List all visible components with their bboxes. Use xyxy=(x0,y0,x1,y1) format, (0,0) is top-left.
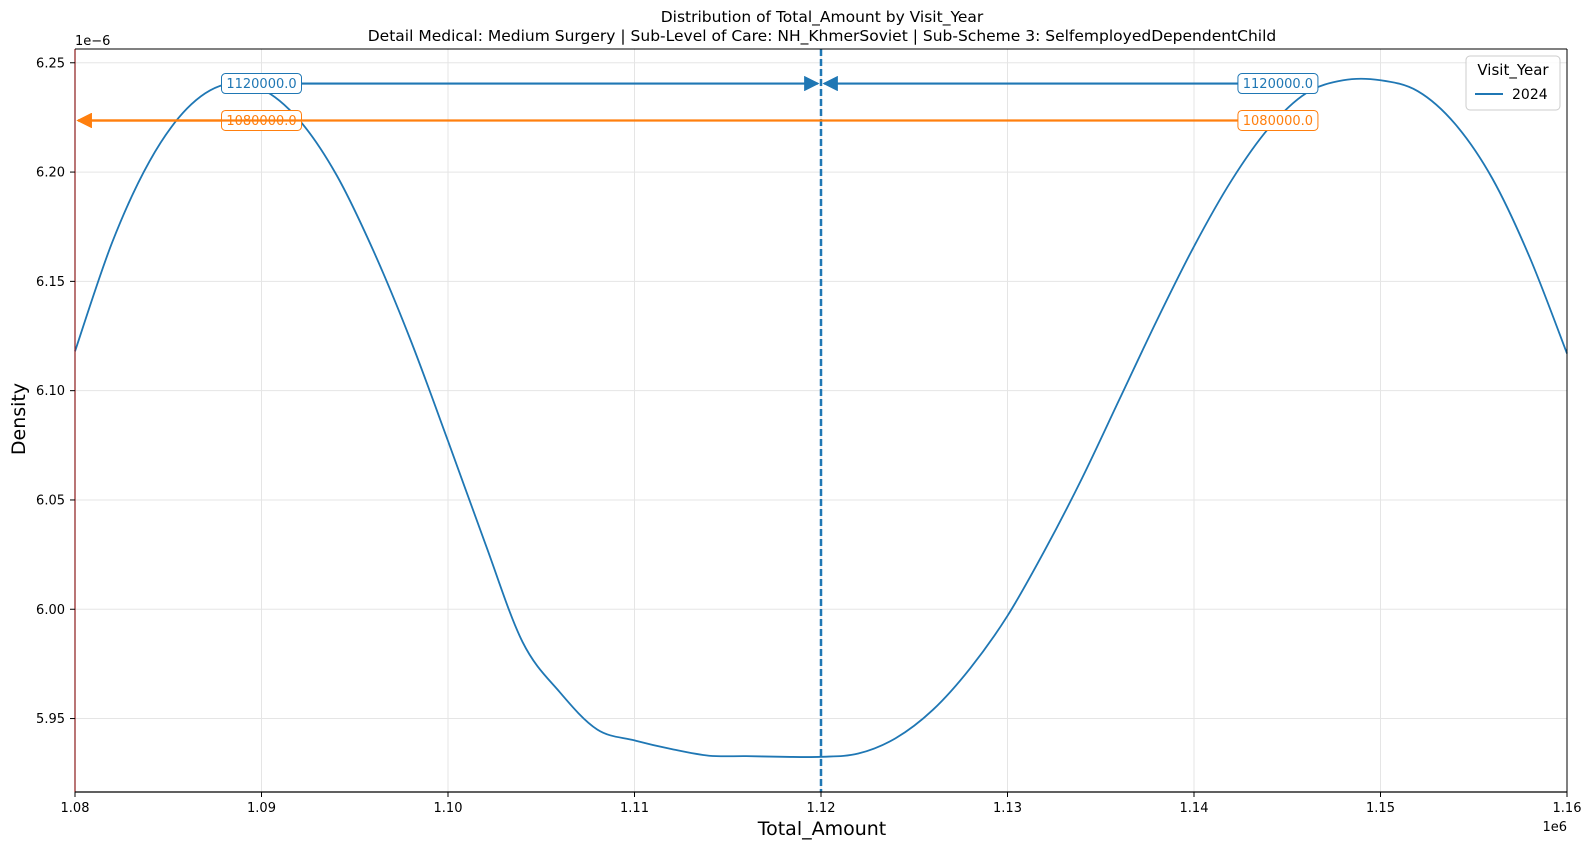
x-tick-label: 1.15 xyxy=(1366,801,1395,816)
x-tick-label: 1.10 xyxy=(434,801,463,816)
y-tick-label: 6.00 xyxy=(36,603,65,618)
x-axis-label: Total_Amount xyxy=(757,818,887,840)
chart-title: Distribution of Total_Amount by Visit_Ye… xyxy=(661,8,984,27)
legend-box xyxy=(1465,55,1561,111)
y-tick-label: 6.05 xyxy=(36,493,65,508)
y-tick-label: 6.10 xyxy=(36,384,65,399)
tick-labels: 1.08 1.09 1.10 1.11 1.12 1.13 1.14 1.15 1.16 5.95… xyxy=(36,56,1581,816)
y-tick-label: 6.15 xyxy=(36,275,65,290)
x-tick-label: 1.16 xyxy=(1553,801,1582,816)
annotation-label: 1120000.0 xyxy=(226,77,296,92)
y-offset-label: 1e−6 xyxy=(75,34,110,49)
annotation-label: 1120000.0 xyxy=(1243,77,1313,92)
x-tick-label: 1.09 xyxy=(247,801,276,816)
x-tick-label: 1.11 xyxy=(620,801,649,816)
y-tick-label: 6.25 xyxy=(36,56,65,71)
annotation-box xyxy=(1237,109,1319,131)
annotation-box xyxy=(221,73,302,95)
chart-subtitle: Detail Medical: Medium Surgery | Sub-Lev… xyxy=(368,27,1277,46)
y-tick-label: 5.95 xyxy=(36,712,65,727)
x-tick-label: 1.12 xyxy=(807,801,836,816)
annotation-box xyxy=(1237,73,1319,95)
legend-title: Visit_Year xyxy=(1477,61,1549,80)
x-tick-label: 1.14 xyxy=(1180,801,1209,816)
annotation-label: 1080000.0 xyxy=(1243,114,1313,129)
x-tick-label: 1.08 xyxy=(61,801,90,816)
y-axis-label: Density xyxy=(8,383,30,455)
x-tick-label: 1.13 xyxy=(993,801,1022,816)
x-offset-label: 1e6 xyxy=(1542,820,1567,835)
y-tick-label: 6.20 xyxy=(36,166,65,181)
legend-entry-2024: 2024 xyxy=(1512,87,1548,103)
legend: Visit_Year 2024 xyxy=(1465,55,1561,111)
